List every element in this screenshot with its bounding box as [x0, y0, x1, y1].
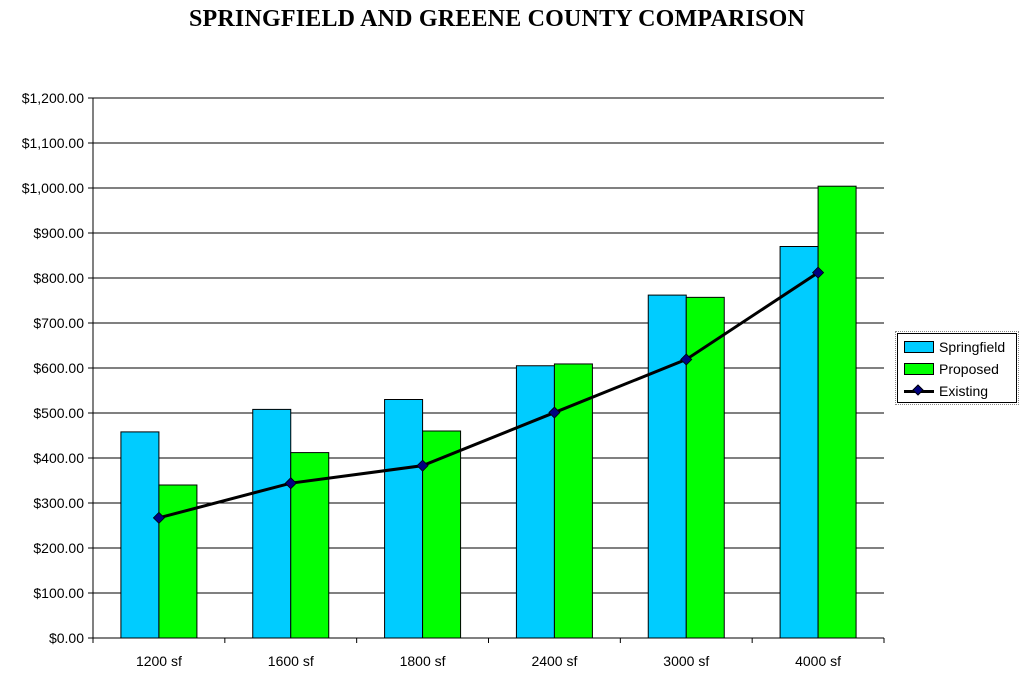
line-series [152, 266, 825, 524]
y-tick-label: $900.00 [33, 225, 84, 241]
y-tick-label: $700.00 [33, 315, 84, 331]
tick-labels: $0.00 $100.00 $200.00 $300.00 $400.00 $500.00… [22, 90, 841, 669]
y-tick-label: $0.00 [49, 630, 84, 646]
y-tick-label: $300.00 [33, 495, 84, 511]
line-existing [158, 271, 819, 520]
marker-existing [152, 511, 165, 524]
y-tick-label: $600.00 [33, 360, 84, 376]
marker-existing [812, 266, 825, 279]
bar-springfield [515, 365, 555, 639]
marker-existing [548, 406, 561, 419]
marker-existing [680, 353, 693, 366]
y-tick-label: $100.00 [33, 585, 84, 601]
legend: Springfield Proposed Existing [895, 331, 1019, 405]
y-tick-label: $1,200.00 [22, 90, 84, 106]
legend-item-existing: Existing [898, 382, 1016, 400]
bar-proposed [158, 484, 198, 639]
bar-springfield [120, 431, 160, 639]
axes [88, 97, 885, 643]
y-tick-label: $800.00 [33, 270, 84, 286]
bar-proposed [817, 185, 857, 639]
gridlines [93, 97, 884, 594]
legend-item-proposed: Proposed [898, 360, 1016, 378]
x-tick-label: 2400 sf [531, 653, 577, 669]
y-tick-label: $400.00 [33, 450, 84, 466]
bar-springfield [779, 246, 819, 639]
legend-swatch-proposed [904, 363, 934, 375]
x-tick-label: 1200 sf [136, 653, 182, 669]
bar-series [120, 185, 857, 639]
legend-label-springfield: Springfield [939, 339, 1006, 355]
bar-springfield [647, 294, 687, 639]
x-tick-label: 1800 sf [400, 653, 446, 669]
y-tick-label: $500.00 [33, 405, 84, 421]
y-tick-label: $200.00 [33, 540, 84, 556]
marker-existing [416, 459, 429, 472]
x-tick-label: 1600 sf [268, 653, 314, 669]
bar-springfield [252, 408, 292, 639]
legend-item-springfield: Springfield [898, 338, 1016, 356]
legend-label-existing: Existing [939, 383, 989, 399]
legend-marker-existing [912, 384, 924, 396]
bar-proposed [422, 430, 462, 639]
marker-existing [284, 477, 297, 490]
y-tick-label: $1,000.00 [22, 180, 84, 196]
y-tick-label: $1,100.00 [22, 135, 84, 151]
bar-springfield [384, 399, 424, 639]
legend-label-proposed: Proposed [939, 361, 999, 377]
x-tick-label: 4000 sf [795, 653, 841, 669]
chart-title: SPRINGFIELD AND GREENE COUNTY COMPARISON [188, 6, 806, 32]
x-tick-label: 3000 sf [663, 653, 709, 669]
legend-swatch-springfield [904, 341, 934, 353]
